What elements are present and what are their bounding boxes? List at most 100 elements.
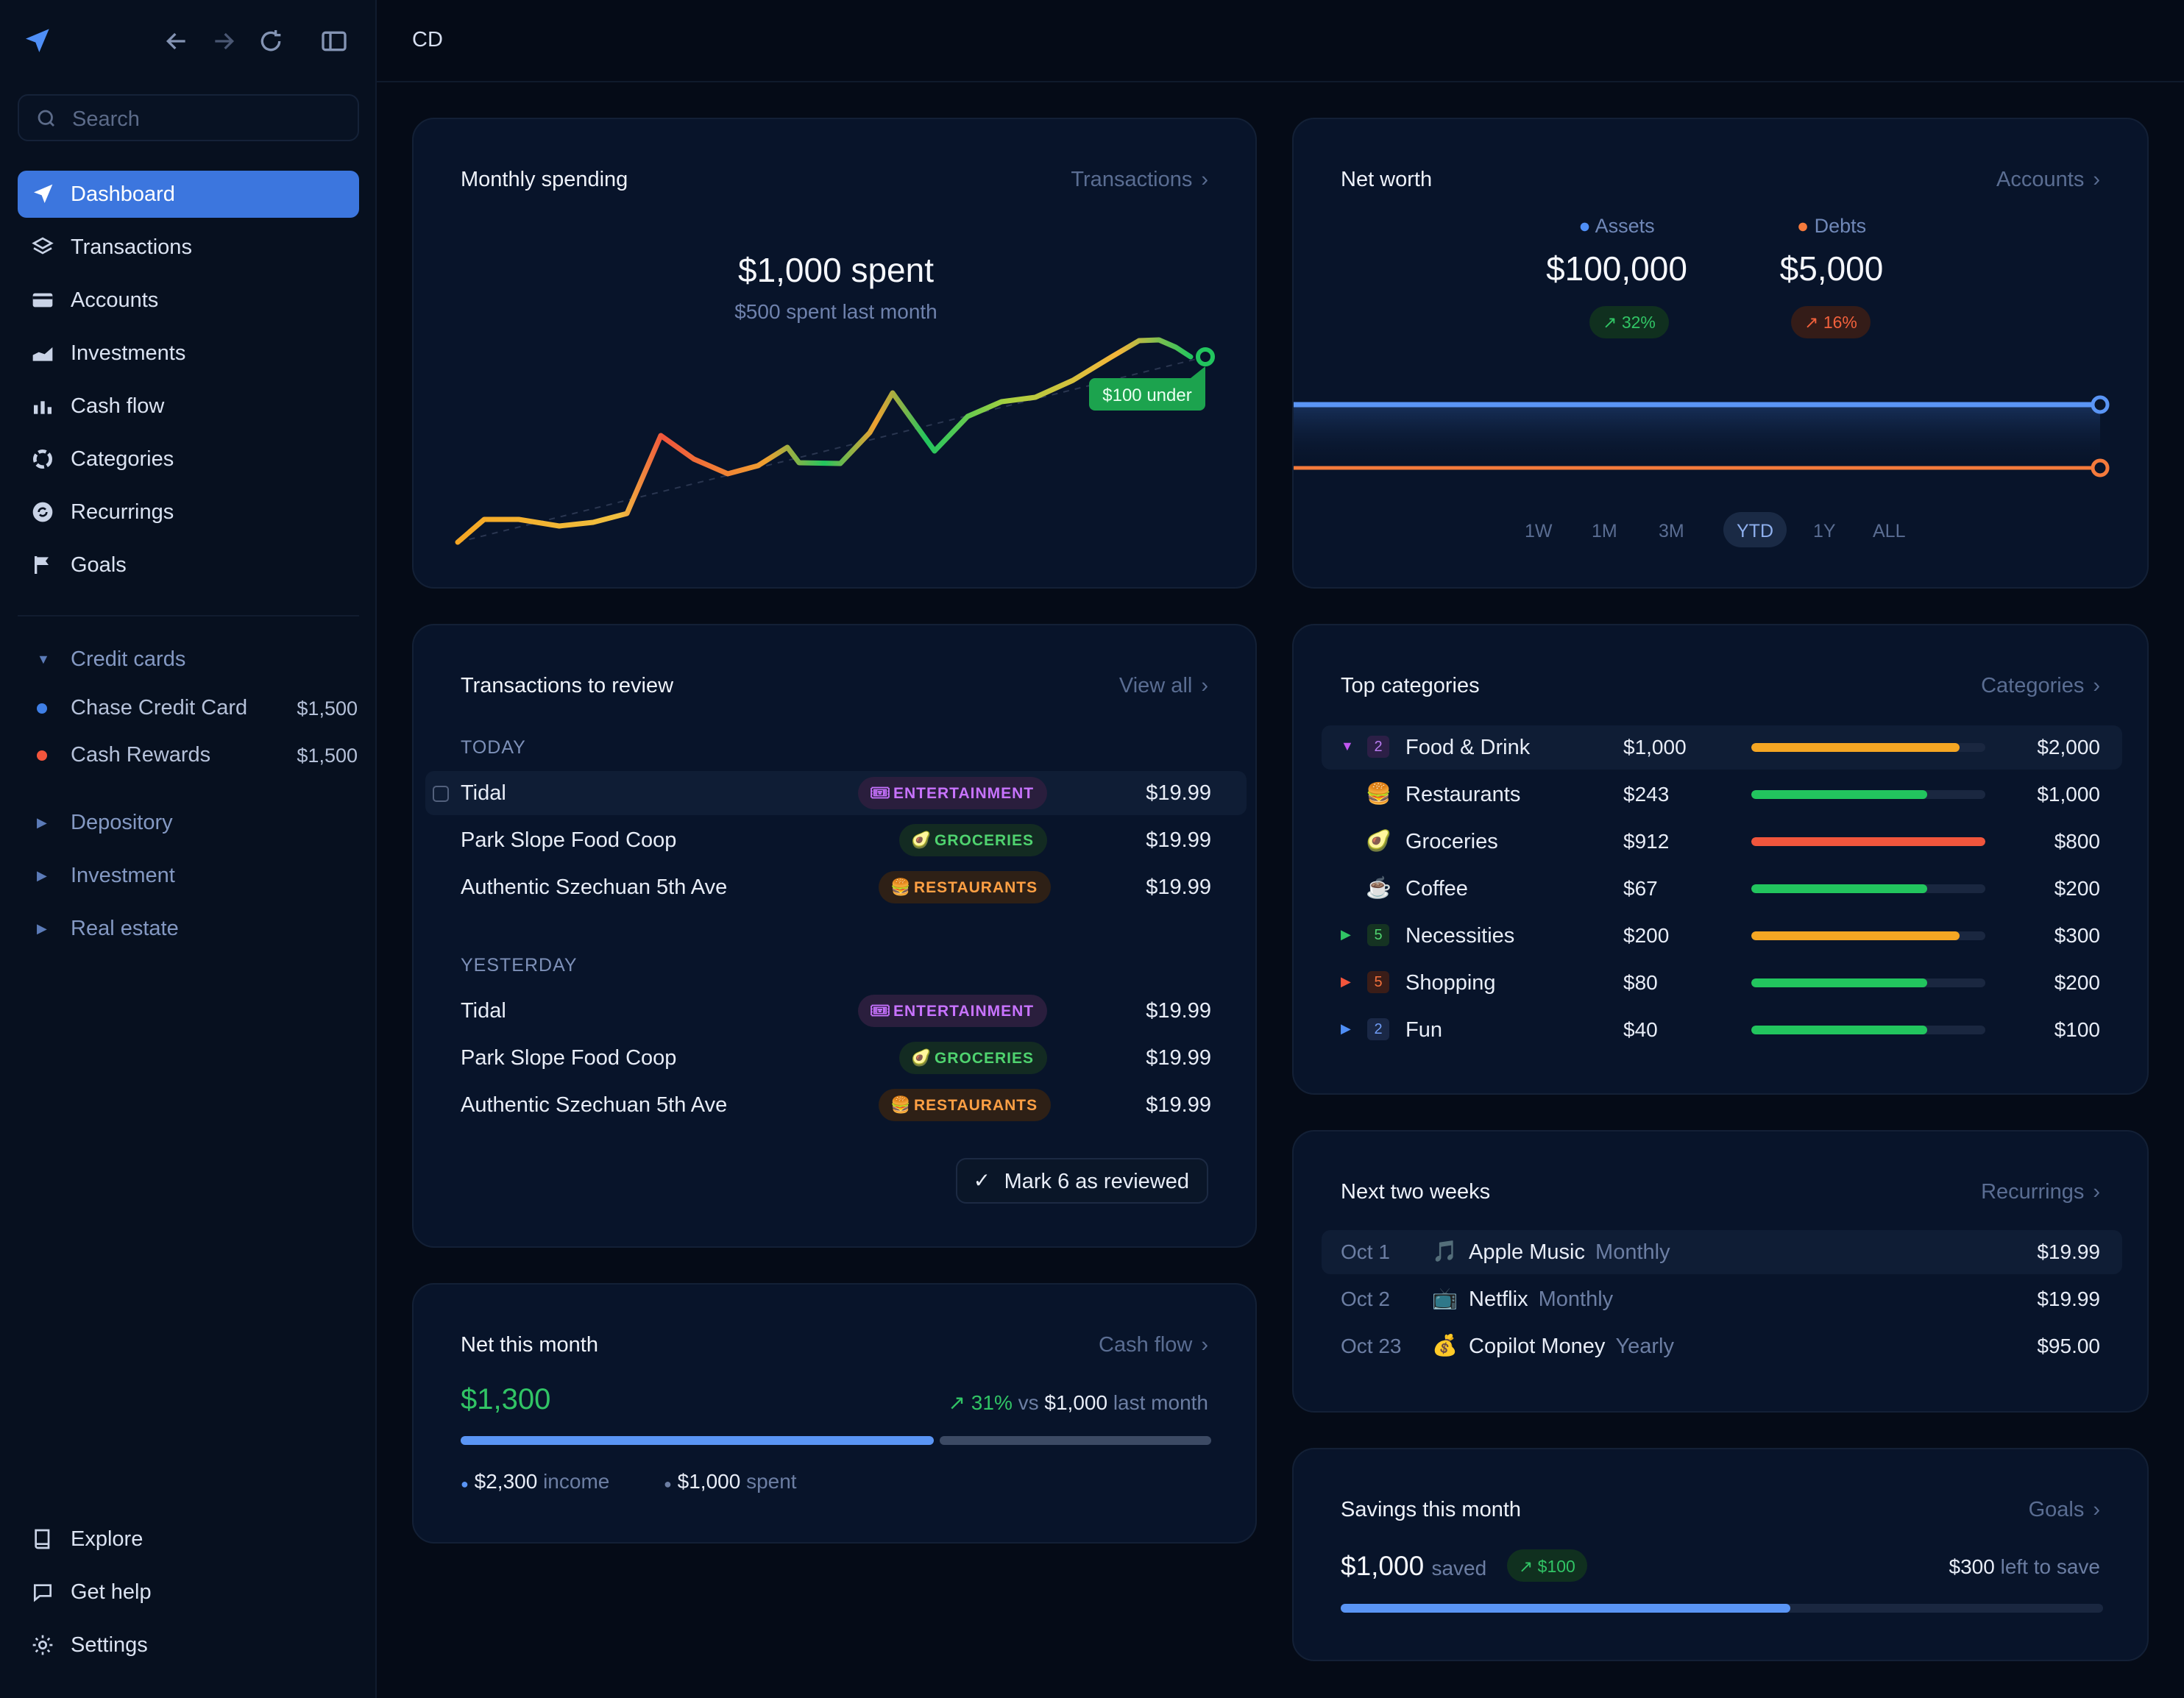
sidebar-toggle-icon[interactable]: [319, 26, 349, 56]
category-progress-bar: [1751, 1026, 1985, 1034]
cash-flow-link[interactable]: Cash flow ›: [1099, 1333, 1208, 1357]
search-input[interactable]: Search: [18, 94, 359, 141]
range-selector: 1W 1M 3M YTD 1Y ALL: [1294, 512, 2147, 547]
sidebar-toolbar: [0, 0, 377, 82]
account-chase-credit-card[interactable]: Chase Credit Card $1,500: [18, 687, 359, 728]
category-row-groceries[interactable]: 🥑 Groceries $912 $800: [1322, 820, 2122, 864]
recurring-amount: $19.99: [2037, 1287, 2100, 1310]
category-row-coffee[interactable]: ☕ Coffee $67 $200: [1322, 867, 2122, 911]
nav-settings[interactable]: Settings: [18, 1621, 359, 1669]
category-tag[interactable]: 🍔 RESTAURANTS: [879, 1089, 1052, 1121]
range-1m[interactable]: 1M: [1592, 521, 1617, 541]
row-checkbox[interactable]: [433, 786, 449, 802]
accounts-link[interactable]: Accounts ›: [1996, 168, 2100, 192]
category-tag[interactable]: 🍔 RESTAURANTS: [879, 871, 1052, 903]
net-value: $1,300: [461, 1383, 551, 1415]
category-tag[interactable]: 🎟 ENTERTAINMENT: [858, 777, 1048, 809]
category-row-shopping[interactable]: ▶ 5 Shopping $80 $200: [1322, 961, 2122, 1005]
account-cash-rewards[interactable]: Cash Rewards $1,500: [18, 734, 359, 775]
nav-categories[interactable]: Categories: [18, 436, 359, 483]
category-tag[interactable]: 🥑 GROCERIES: [899, 824, 1048, 856]
book-icon: [31, 1527, 54, 1551]
transaction-row[interactable]: Park Slope Food Coop 🥑 GROCERIES $19.99: [425, 1036, 1247, 1080]
tag-label: RESTAURANTS: [914, 1097, 1038, 1114]
nav-explore[interactable]: Explore: [18, 1516, 359, 1563]
group-depository[interactable]: ▶ Depository: [18, 802, 359, 843]
group-credit-cards[interactable]: ▼ Credit cards: [18, 639, 359, 680]
tag-label: ENTERTAINMENT: [893, 785, 1035, 802]
nav-accounts[interactable]: Accounts: [18, 277, 359, 324]
mark-reviewed-button[interactable]: ✓ Mark 6 as reviewed: [955, 1158, 1208, 1204]
transaction-name: Authentic Szechuan 5th Ave: [461, 875, 728, 899]
transactions-link[interactable]: Transactions ›: [1071, 168, 1208, 192]
card-title: Transactions to review: [461, 674, 674, 697]
coffee-icon: ☕: [1366, 876, 1391, 899]
range-3m[interactable]: 3M: [1659, 521, 1684, 541]
view-all-link[interactable]: View all ›: [1119, 674, 1208, 698]
nav-investments[interactable]: Investments: [18, 330, 359, 377]
refresh-icon[interactable]: [256, 26, 286, 56]
recurring-name: Copilot Money Yearly: [1469, 1335, 1674, 1359]
nav-label: Categories: [71, 447, 174, 471]
category-row-restaurants[interactable]: 🍔 Restaurants $243 $1,000: [1322, 772, 2122, 817]
page-title: CD: [412, 28, 443, 51]
recurring-row[interactable]: Oct 1 🎵 Apple Music Monthly $19.99: [1322, 1230, 2122, 1274]
recurring-date: Oct 23: [1341, 1335, 1402, 1357]
transaction-row[interactable]: Tidal 🎟 ENTERTAINMENT $19.99: [425, 989, 1247, 1033]
category-row-food-drink[interactable]: ▼ 2 Food & Drink $1,000 $2,000: [1322, 725, 2122, 770]
tag-label: RESTAURANTS: [914, 879, 1038, 896]
transaction-row[interactable]: Park Slope Food Coop 🥑 GROCERIES $19.99: [425, 818, 1247, 862]
category-name: Necessities: [1405, 924, 1515, 948]
chevron-right-icon: ›: [2093, 1180, 2100, 1204]
tag-label: GROCERIES: [935, 832, 1035, 849]
progress-fill: [1751, 837, 1985, 846]
savings-card: Savings this month Goals › $1,000 saved ↗…: [1292, 1448, 2149, 1661]
spent-total: $1,000 spent: [737, 251, 934, 289]
category-row-fun[interactable]: ▶ 2 Fun $40 $100: [1322, 1008, 2122, 1052]
under-budget-badge: [1089, 366, 1205, 411]
nav-dashboard[interactable]: Dashboard: [18, 171, 359, 218]
category-name: Coffee: [1405, 877, 1468, 900]
category-progress-bar: [1751, 931, 1985, 940]
layers-icon: [31, 235, 54, 259]
range-all[interactable]: ALL: [1873, 521, 1906, 541]
category-row-necessities[interactable]: ▶ 5 Necessities $200 $300: [1322, 914, 2122, 958]
group-investment[interactable]: ▶ Investment: [18, 855, 359, 896]
income-spent-bar: [461, 1436, 1211, 1445]
recurring-row[interactable]: Oct 2 📺 Netflix Monthly $19.99: [1322, 1277, 2122, 1321]
nav-get-help[interactable]: Get help: [18, 1569, 359, 1616]
range-1y[interactable]: 1Y: [1813, 521, 1836, 541]
recurring-row[interactable]: Oct 23 💰 Copilot Money Yearly $95.00: [1322, 1324, 2122, 1368]
account-dot: [37, 750, 47, 761]
transaction-row[interactable]: Authentic Szechuan 5th Ave 🍔 RESTAURANTS …: [425, 865, 1247, 909]
nav-goals[interactable]: Goals: [18, 541, 359, 589]
forward-arrow-icon[interactable]: [209, 26, 238, 56]
category-name: Fun: [1405, 1018, 1442, 1042]
spent-segment: [940, 1436, 1211, 1445]
category-tag[interactable]: 🎟 ENTERTAINMENT: [858, 995, 1048, 1027]
saved-amount: $1,000 saved: [1341, 1551, 1486, 1582]
back-arrow-icon[interactable]: [162, 26, 191, 56]
tag-label: ENTERTAINMENT: [893, 1003, 1035, 1020]
debts-point: [2091, 458, 2110, 477]
transaction-row[interactable]: Authentic Szechuan 5th Ave 🍔 RESTAURANTS …: [425, 1083, 1247, 1127]
categories-link[interactable]: Categories ›: [1981, 674, 2100, 698]
recurrings-link[interactable]: Recurrings ›: [1981, 1180, 2100, 1204]
category-spent: $67: [1623, 877, 1658, 900]
category-tag[interactable]: 🥑 GROCERIES: [899, 1042, 1048, 1074]
income-label: income: [543, 1470, 610, 1493]
transaction-row[interactable]: Tidal 🎟 ENTERTAINMENT $19.99: [425, 771, 1247, 815]
nav-recurrings[interactable]: Recurrings: [18, 489, 359, 536]
burger-icon: 🍔: [890, 878, 912, 896]
monthly-spending-card: Monthly spending Transactions › $1,000 sp…: [412, 118, 1257, 589]
link-label: Cash flow: [1099, 1333, 1193, 1357]
goals-link[interactable]: Goals ›: [2029, 1498, 2100, 1522]
paper-plane-logo-icon[interactable]: [22, 26, 52, 56]
nav-cash-flow[interactable]: Cash flow: [18, 383, 359, 430]
category-progress-bar: [1751, 743, 1985, 752]
group-real-estate[interactable]: ▶ Real estate: [18, 908, 359, 949]
nav-transactions[interactable]: Transactions: [18, 224, 359, 271]
range-ytd[interactable]: YTD: [1723, 512, 1787, 547]
range-1w[interactable]: 1W: [1525, 521, 1553, 541]
gear-icon: [31, 1633, 54, 1657]
